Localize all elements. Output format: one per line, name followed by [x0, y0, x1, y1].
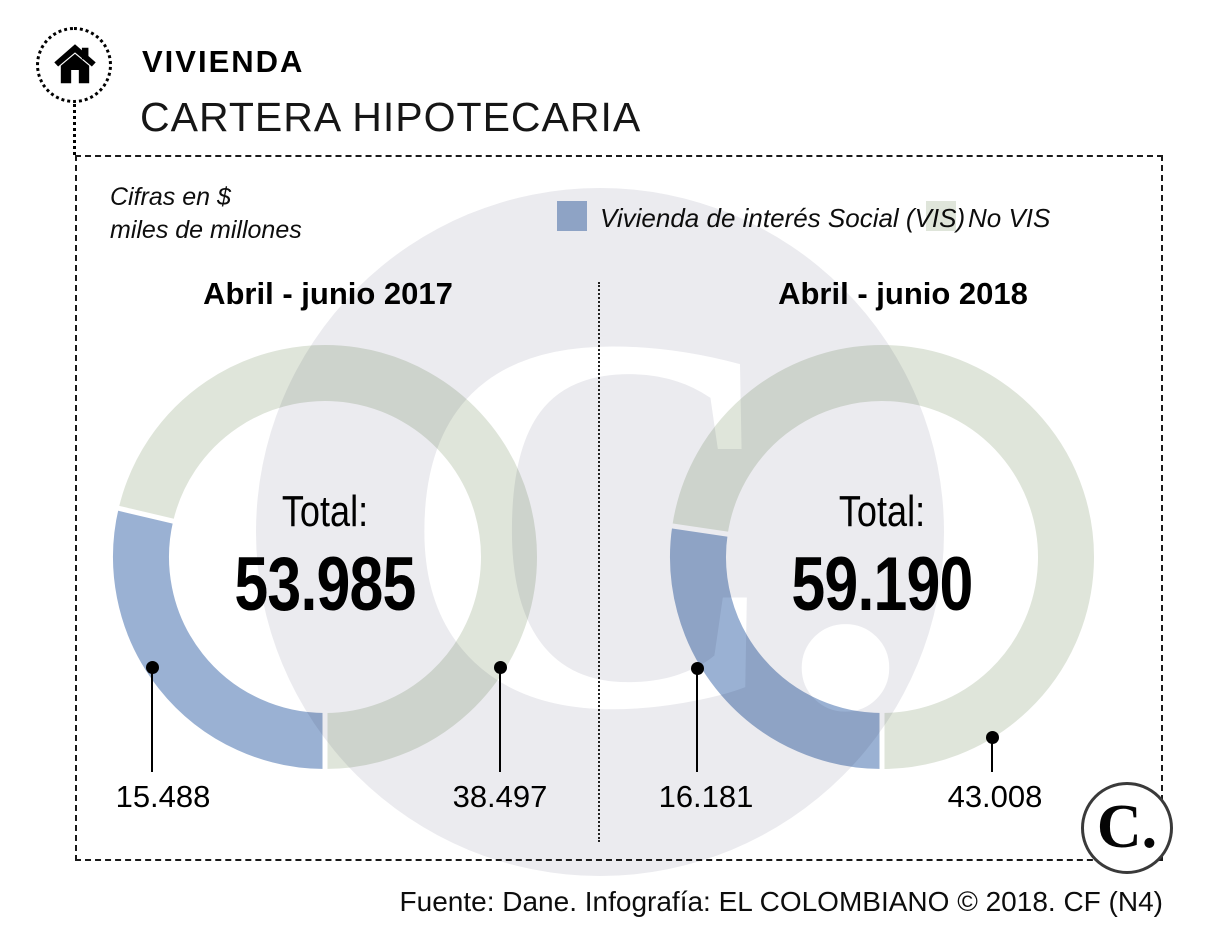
legend-label-vis: Vivienda de interés Social (VIS)	[600, 203, 966, 233]
segment-label-2018-vis: 16.181	[658, 779, 754, 814]
callout-line-2018-novis	[991, 737, 993, 772]
connector-dotted-line	[73, 104, 76, 155]
segment-label-2017-novis: 38.497	[452, 779, 548, 814]
total-block-2018: Total: 59.190	[652, 487, 1112, 628]
segment-label-2018-novis: 43.008	[947, 779, 1043, 814]
units-note-line1: Cifras en $	[110, 183, 231, 211]
donut-chart-1	[667, 345, 1094, 773]
legend-swatch-novis-icon	[926, 201, 956, 231]
chart-title-2018: Abril - junio 2018	[778, 276, 1028, 311]
legend-label-novis: No VIS	[968, 203, 1051, 233]
dashed-frame	[75, 155, 1163, 861]
panel-divider	[598, 282, 600, 842]
brand-logo: C.	[1081, 782, 1173, 874]
section-kicker: VIVIENDA	[142, 44, 305, 79]
callout-line-2018-vis	[696, 668, 698, 772]
chart-title-2017: Abril - junio 2017	[203, 276, 453, 311]
total-value-2018: 59.190	[791, 542, 973, 627]
total-block-2017: Total: 53.985	[95, 487, 555, 628]
callout-line-2017-vis	[151, 667, 153, 772]
donut-chart-0	[113, 345, 537, 773]
legend-swatch-vis-icon	[557, 201, 587, 231]
units-note-line2: miles de millones	[110, 216, 302, 244]
source-credit: Fuente: Dane. Infografía: EL COLOMBIANO …	[399, 886, 1163, 917]
units-note: Cifras en $ miles de millones	[110, 181, 302, 247]
total-caption-2017: Total:	[281, 487, 369, 536]
callout-line-2017-novis	[499, 667, 501, 772]
total-caption-2018: Total:	[838, 487, 926, 536]
house-badge	[36, 27, 112, 103]
page-title: CARTERA HIPOTECARIA	[140, 94, 642, 140]
segment-label-2017-vis: 15.488	[115, 779, 211, 814]
total-value-2017: 53.985	[234, 542, 416, 627]
